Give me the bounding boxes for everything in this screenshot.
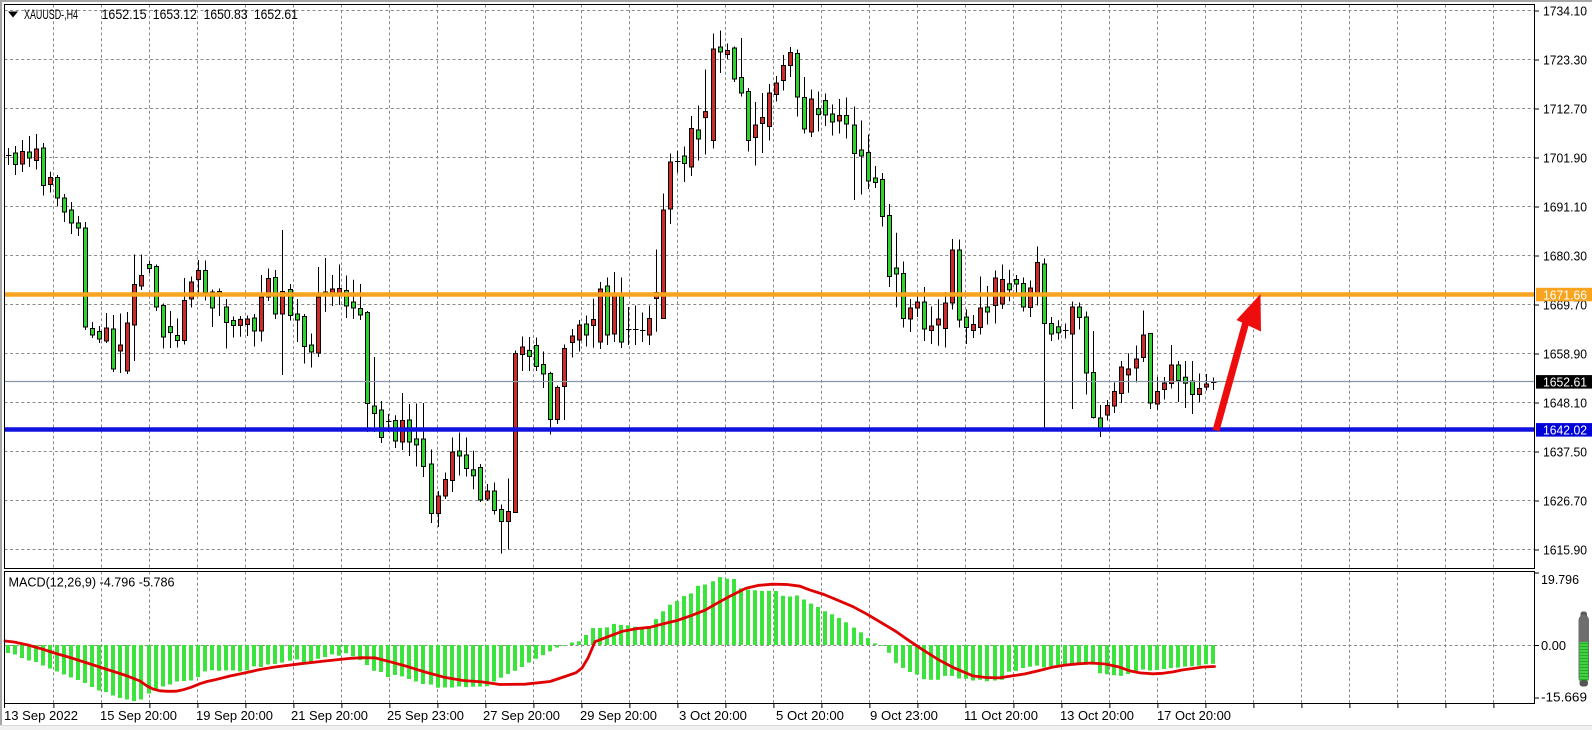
svg-text:3 Oct 20:00: 3 Oct 20:00	[679, 708, 747, 723]
svg-text:1658.90: 1658.90	[1543, 346, 1587, 361]
svg-text:25 Sep 23:00: 25 Sep 23:00	[387, 708, 464, 723]
svg-text:-15.669: -15.669	[1541, 689, 1587, 704]
svg-text:1652.61: 1652.61	[254, 7, 298, 22]
svg-text:19 Sep 20:00: 19 Sep 20:00	[196, 708, 273, 723]
svg-text:1650.83: 1650.83	[204, 7, 248, 22]
svg-text:MACD(12,26,9) -4.796 -5.786: MACD(12,26,9) -4.796 -5.786	[9, 575, 175, 590]
svg-text:17 Oct 20:00: 17 Oct 20:00	[1157, 708, 1231, 723]
svg-text:1648.10: 1648.10	[1543, 395, 1587, 410]
svg-text:1734.10: 1734.10	[1543, 3, 1587, 18]
svg-text:11 Oct 20:00: 11 Oct 20:00	[964, 708, 1038, 723]
svg-text:13 Sep 2022: 13 Sep 2022	[4, 708, 78, 723]
svg-text:1652.61: 1652.61	[1543, 375, 1587, 390]
svg-text:0.00: 0.00	[1541, 638, 1566, 653]
svg-text:1642.02: 1642.02	[1543, 423, 1587, 438]
svg-text:1712.70: 1712.70	[1543, 101, 1587, 116]
svg-text:1626.70: 1626.70	[1543, 493, 1587, 508]
svg-text:27 Sep 20:00: 27 Sep 20:00	[483, 708, 560, 723]
svg-text:19.796: 19.796	[1541, 572, 1579, 587]
svg-text:1671.66: 1671.66	[1543, 287, 1587, 302]
svg-text:XAUUSD-,H4: XAUUSD-,H4	[24, 7, 78, 22]
svg-text:1637.50: 1637.50	[1543, 444, 1587, 459]
svg-text:21 Sep 20:00: 21 Sep 20:00	[291, 708, 368, 723]
svg-text:1615.90: 1615.90	[1543, 542, 1587, 557]
svg-text:1652.15: 1652.15	[102, 7, 147, 22]
svg-text:1691.10: 1691.10	[1543, 199, 1587, 214]
svg-text:1680.30: 1680.30	[1543, 248, 1587, 263]
svg-text:13 Oct 20:00: 13 Oct 20:00	[1060, 708, 1134, 723]
svg-text:1653.12: 1653.12	[153, 7, 197, 22]
svg-text:1723.30: 1723.30	[1543, 52, 1587, 67]
svg-text:29 Sep 20:00: 29 Sep 20:00	[580, 708, 657, 723]
svg-text:1701.90: 1701.90	[1543, 150, 1587, 165]
svg-text:9 Oct 23:00: 9 Oct 23:00	[870, 708, 938, 723]
svg-text:5 Oct 20:00: 5 Oct 20:00	[776, 708, 844, 723]
svg-text:15 Sep 20:00: 15 Sep 20:00	[100, 708, 177, 723]
